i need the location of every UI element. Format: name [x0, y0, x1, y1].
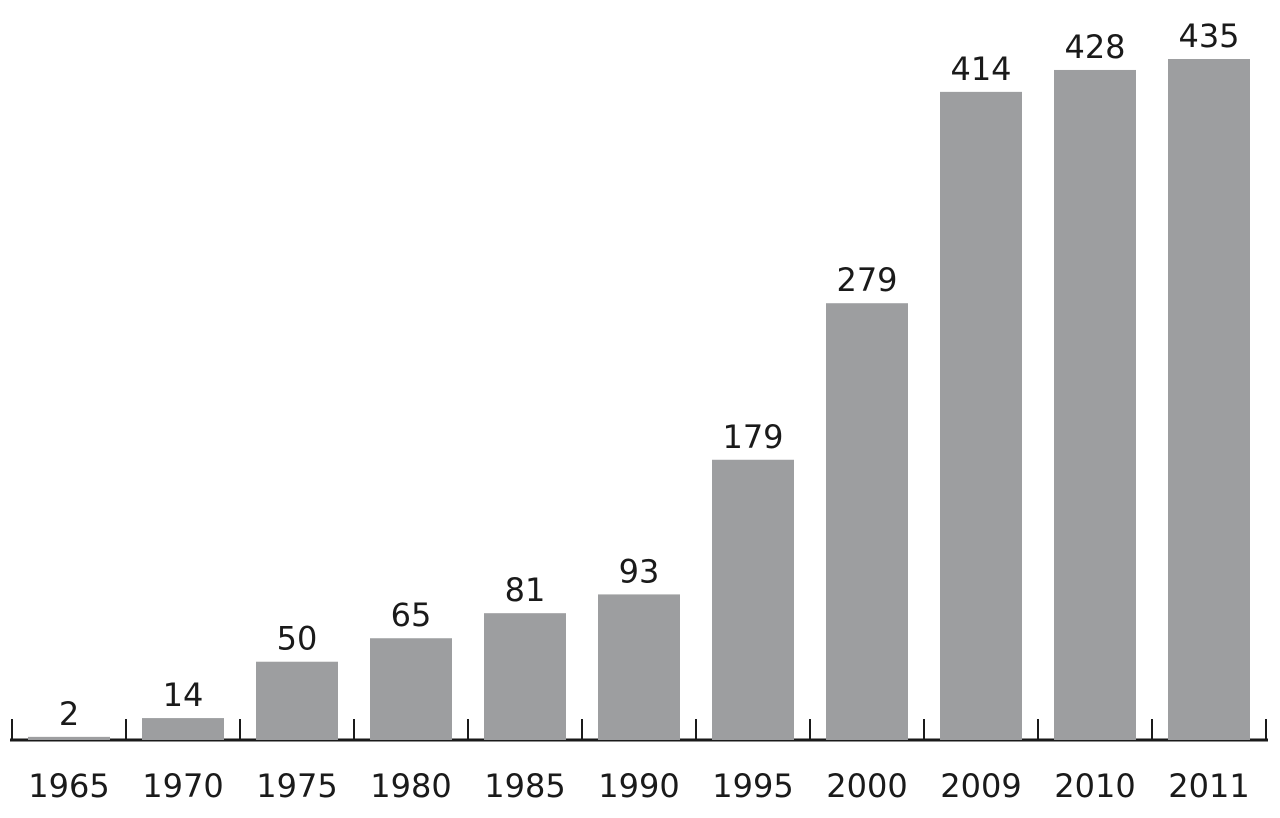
x-tick-label: 1980: [370, 767, 451, 805]
bar: [28, 736, 110, 740]
x-tick-label: 1990: [598, 767, 679, 805]
value-label: 428: [1064, 28, 1125, 66]
value-label: 2: [59, 695, 79, 733]
bar: [256, 661, 338, 740]
x-tick-label: 2009: [940, 767, 1021, 805]
bar: [826, 303, 908, 740]
x-tick-label: 1965: [28, 767, 109, 805]
value-label: 435: [1178, 17, 1239, 55]
bar: [940, 91, 1022, 741]
x-tick-label: 1985: [484, 767, 565, 805]
value-label: 50: [277, 620, 318, 658]
value-label: 65: [391, 596, 432, 634]
bar: [142, 718, 224, 740]
value-label: 179: [722, 418, 783, 456]
x-tick-label: 1970: [142, 767, 223, 805]
x-tick-label: 1995: [712, 767, 793, 805]
value-label: 279: [836, 261, 897, 299]
x-tick-label: 1975: [256, 767, 337, 805]
x-tick-label: 2000: [826, 767, 907, 805]
value-label: 93: [619, 552, 660, 590]
bar: [598, 594, 680, 740]
bar: [370, 638, 452, 740]
x-tick-label: 2010: [1054, 767, 1135, 805]
x-tick-label: 2011: [1168, 767, 1249, 805]
value-label: 14: [163, 676, 204, 714]
value-label: 414: [950, 50, 1011, 88]
value-label: 81: [505, 571, 546, 609]
bar: [1168, 59, 1250, 740]
bar: [712, 459, 794, 740]
bar: [484, 613, 566, 740]
bar: [1054, 69, 1136, 740]
